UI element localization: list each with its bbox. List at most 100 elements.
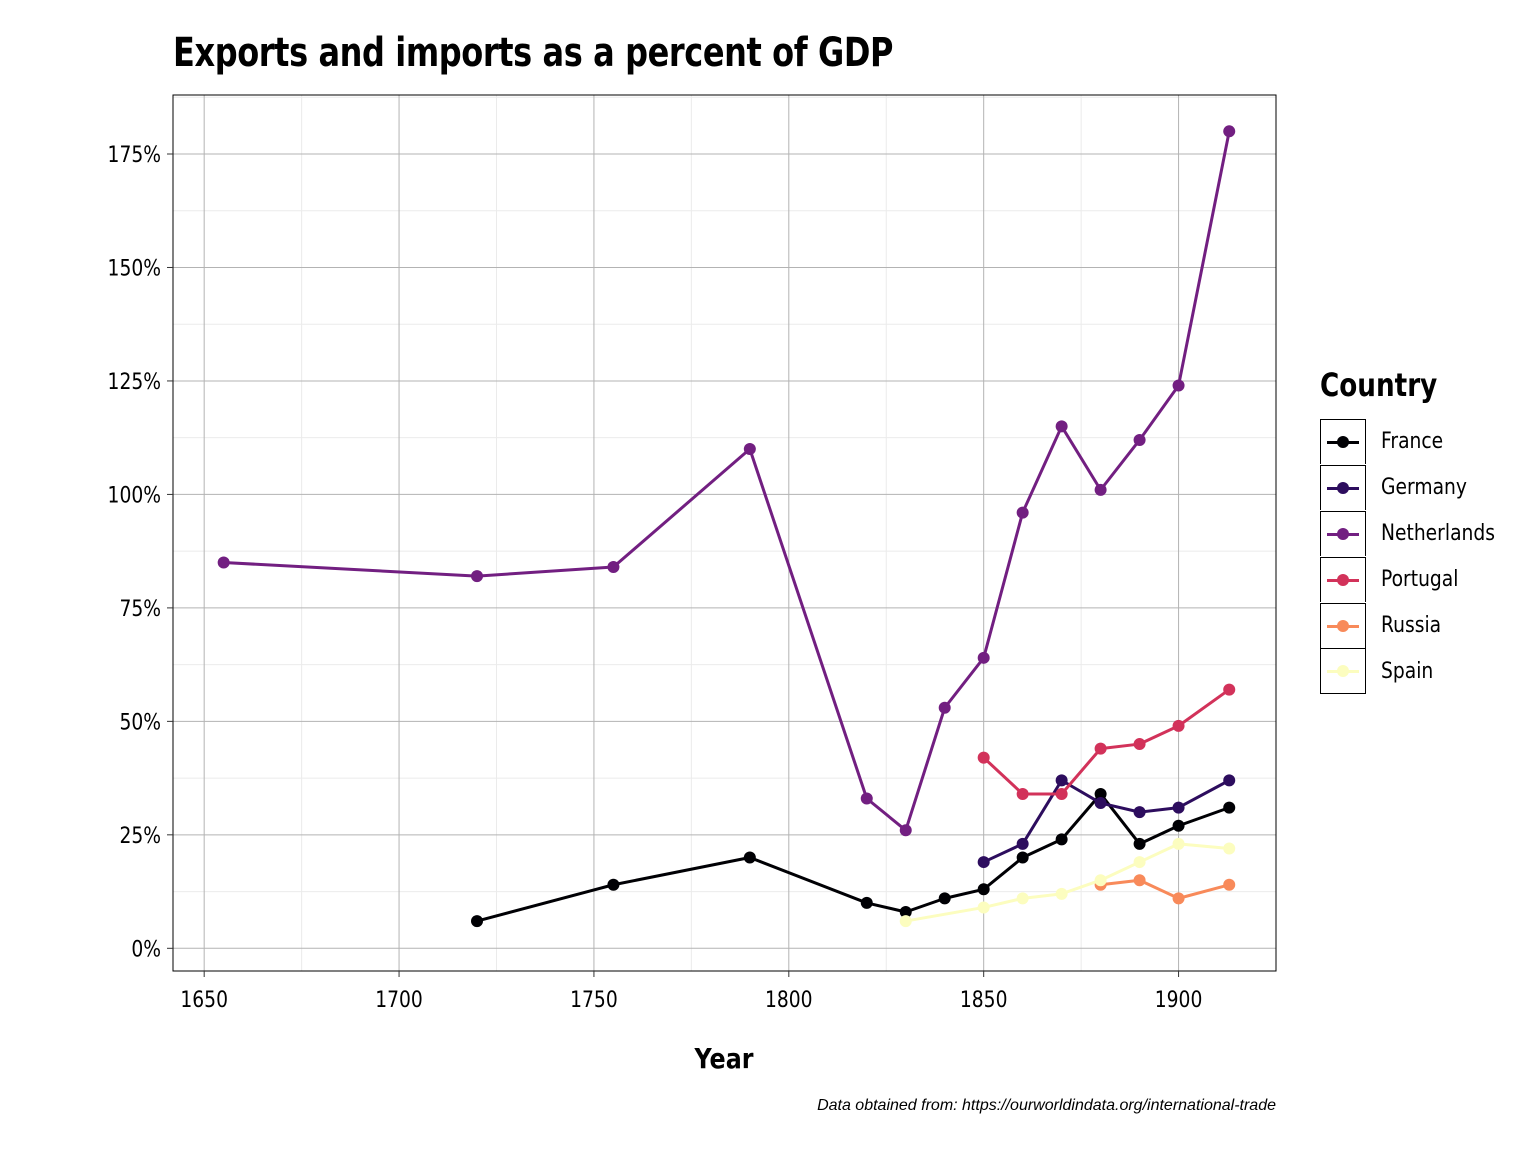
data-point <box>938 701 951 714</box>
legend-key <box>1320 648 1366 694</box>
data-point <box>1223 878 1236 891</box>
legend-item: Russia <box>1320 602 1515 648</box>
legend-label: Spain <box>1381 658 1434 684</box>
data-point <box>899 824 912 837</box>
data-point <box>977 883 990 896</box>
x-axis: 1650 1700 1750 1800 1850 1900 <box>180 971 1202 1012</box>
series-netherlands <box>217 125 1236 837</box>
series-line <box>223 131 1231 832</box>
data-point <box>1223 125 1236 138</box>
data-point <box>977 901 990 914</box>
data-point <box>860 896 873 909</box>
legend-key <box>1320 464 1366 510</box>
data-point <box>977 751 990 764</box>
data-point <box>471 570 484 583</box>
data-point <box>1172 801 1185 814</box>
data-point <box>1223 801 1236 814</box>
y-tick-label: 25% <box>119 822 161 848</box>
data-point <box>743 443 756 456</box>
y-tick-label: 100% <box>108 482 161 508</box>
x-tick-label: 1800 <box>765 987 813 1013</box>
data-point <box>1172 892 1185 905</box>
data-point <box>1094 874 1107 887</box>
data-point <box>1223 683 1236 696</box>
legend-key <box>1320 556 1366 602</box>
data-point <box>1055 887 1068 900</box>
chart-title: Exports and imports as a percent of GDP <box>173 30 894 76</box>
data-point <box>1223 842 1236 855</box>
data-point <box>977 651 990 664</box>
x-axis-title: Year <box>694 1042 754 1075</box>
data-point <box>1094 742 1107 755</box>
data-point <box>217 556 230 569</box>
x-tick-label: 1650 <box>180 987 228 1013</box>
data-point <box>899 915 912 928</box>
legend-item: Netherlands <box>1320 510 1515 556</box>
data-point <box>1133 806 1146 819</box>
data-point <box>1016 851 1029 864</box>
legend-label: Russia <box>1381 612 1442 638</box>
legend-item: Spain <box>1320 648 1515 694</box>
data-point <box>1133 433 1146 446</box>
data-point <box>860 792 873 805</box>
data-point <box>607 878 620 891</box>
y-tick-label: 75% <box>119 595 161 621</box>
series-line <box>905 842 1230 923</box>
data-point <box>743 851 756 864</box>
data-point <box>1055 420 1068 433</box>
data-point <box>1133 837 1146 850</box>
data-point <box>1016 506 1029 519</box>
legend-key <box>1320 602 1366 648</box>
y-axis: 0% 25% 50% 75% 100% 125% 150% 175% <box>108 142 173 962</box>
data-point <box>1094 797 1107 810</box>
data-point <box>899 905 912 918</box>
series-spain <box>899 837 1236 928</box>
legend-key <box>1320 510 1366 556</box>
grid-major <box>173 95 1276 971</box>
data-point <box>1055 833 1068 846</box>
data-point <box>1133 738 1146 751</box>
data-point <box>471 915 484 928</box>
data-point <box>1055 787 1068 800</box>
legend-label: Germany <box>1381 474 1467 500</box>
data-point <box>977 856 990 869</box>
data-point <box>1172 719 1185 732</box>
data-point <box>1016 837 1029 850</box>
y-tick-label: 175% <box>108 142 161 168</box>
series-russia <box>1094 874 1236 905</box>
legend-item: Germany <box>1320 464 1515 510</box>
series-germany <box>977 774 1236 869</box>
series-portugal <box>977 683 1236 800</box>
data-point <box>1055 774 1068 787</box>
data-point <box>1172 379 1185 392</box>
series-layer <box>217 125 1236 928</box>
x-tick-label: 1700 <box>375 987 423 1013</box>
y-tick-label: 125% <box>108 368 161 394</box>
series-france <box>471 787 1236 928</box>
data-point <box>1094 787 1107 800</box>
legend-label: Portugal <box>1381 566 1459 592</box>
data-point <box>1172 837 1185 850</box>
data-point <box>607 561 620 574</box>
data-point <box>1016 892 1029 905</box>
legend-key <box>1320 418 1366 464</box>
x-tick-label: 1850 <box>960 987 1008 1013</box>
data-point <box>1133 856 1146 869</box>
data-point <box>1016 787 1029 800</box>
data-point <box>1133 874 1146 887</box>
chart-caption: Data obtained from: https://ourworldinda… <box>817 1097 1276 1114</box>
legend-title: Country <box>1320 366 1438 404</box>
legend: France Germany Netherlands Portugal Russia Sp… <box>1320 418 1515 694</box>
x-tick-label: 1900 <box>1155 987 1203 1013</box>
legend-label: Netherlands <box>1381 520 1495 546</box>
y-tick-label: 150% <box>108 255 161 281</box>
y-tick-label: 50% <box>119 709 161 735</box>
series-line <box>476 792 1230 923</box>
grid-minor <box>173 95 1276 971</box>
data-point <box>1094 483 1107 496</box>
series-line <box>1100 878 1230 900</box>
legend-label: France <box>1381 428 1444 454</box>
panel-border <box>172 94 1277 972</box>
legend-item: Portugal <box>1320 556 1515 602</box>
